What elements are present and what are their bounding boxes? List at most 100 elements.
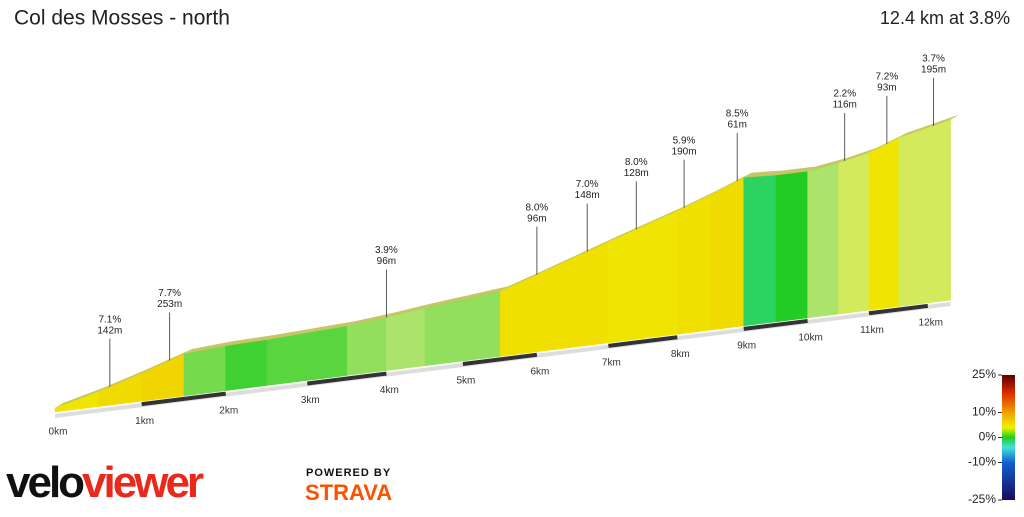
x-tick-label: 2km [219, 405, 238, 416]
annotation-length: 253m [157, 299, 182, 310]
x-tick-label: 4km [380, 385, 399, 396]
annotation-length: 142m [97, 325, 122, 336]
profile-segment [141, 353, 185, 402]
profile-segment [898, 127, 929, 307]
km-band [141, 391, 226, 407]
profile-segment [868, 137, 899, 311]
profile-segment [710, 177, 744, 331]
profile-top [462, 286, 509, 300]
x-tick-label: 8km [671, 349, 690, 360]
x-tick-label: 7km [602, 357, 621, 368]
profile-segment [98, 372, 142, 407]
x-tick-label: 0km [49, 427, 68, 438]
annotation-length: 195m [921, 64, 946, 75]
annotation-grade: 5.9% [673, 135, 696, 146]
x-tick-label: 1km [135, 416, 154, 427]
profile-segment [386, 307, 426, 371]
annotation-grade: 7.2% [875, 71, 898, 82]
logo: veloviewer [6, 458, 204, 507]
x-tick-label: 11km [860, 325, 884, 336]
x-tick-label: 6km [530, 366, 549, 377]
profile-top [386, 303, 433, 318]
km-band [868, 303, 929, 316]
x-tick-label: 3km [301, 395, 320, 406]
profile-segment [462, 290, 501, 362]
logo-viewer: viewer [82, 458, 204, 507]
annotation-length: 96m [377, 256, 396, 267]
color-scale [1002, 375, 1015, 500]
annotation-length: 190m [672, 146, 697, 157]
profile-top [184, 340, 234, 354]
profile-segment [225, 339, 268, 391]
annotation-grade: 7.1% [98, 314, 121, 325]
scale-tick-label: 10% [972, 405, 996, 419]
profile-segment [927, 119, 951, 304]
annotation-grade: 7.7% [158, 288, 181, 299]
profile-segment [307, 325, 348, 381]
annotation-grade: 7.0% [576, 179, 599, 190]
x-tick-label: 10km [798, 333, 822, 344]
profile-top [807, 157, 847, 172]
scale-tick-label: 0% [979, 430, 997, 444]
profile-top [868, 132, 907, 153]
profile-segment [642, 210, 678, 339]
profile-top [927, 114, 959, 128]
profile-top [424, 294, 471, 309]
powered-by: POWERED BY [306, 467, 391, 479]
profile-top [677, 189, 719, 211]
profile-segment [54, 391, 99, 413]
profile-top [98, 368, 150, 392]
annotation-length: 116m [833, 100, 857, 111]
profile-segment [424, 299, 464, 367]
profile-top [536, 253, 581, 275]
profile-top [141, 348, 193, 374]
profile-top [743, 170, 784, 178]
profile-top [55, 386, 107, 408]
annotation-length: 148m [575, 190, 600, 201]
km-band [307, 371, 387, 386]
profile-top [266, 327, 316, 340]
annotation-length: 128m [624, 168, 649, 179]
profile-top [643, 205, 686, 227]
profile-top [347, 312, 395, 327]
profile-top [838, 147, 877, 163]
annotation-grade: 8.0% [625, 157, 648, 168]
profile-segment [743, 175, 777, 327]
profile-segment [838, 152, 870, 315]
annotation-grade: 8.5% [726, 109, 749, 120]
profile-segment [677, 194, 712, 335]
x-tick-label: 5km [456, 376, 475, 387]
profile-top [775, 166, 816, 176]
profile-top [307, 321, 356, 333]
profile-top [710, 172, 752, 195]
strava: STRAVA [305, 480, 392, 505]
scale-tick-label: -10% [968, 455, 996, 469]
profile-segment [183, 345, 226, 397]
km-band [608, 335, 678, 348]
profile-segment [807, 162, 839, 319]
annotation-grade: 3.9% [375, 245, 398, 256]
scale-tick-label: 25% [972, 367, 996, 381]
profile-top [500, 269, 545, 292]
x-tick-label: 12km [919, 318, 943, 329]
profile-top [225, 334, 275, 346]
profile-segment [572, 241, 609, 348]
profile-segment [608, 225, 644, 344]
scale-tick-label: -25% [968, 492, 996, 506]
x-tick-label: 9km [737, 341, 756, 352]
chart-subtitle: 12.4 km at 3.8% [880, 8, 1010, 28]
profile-top [608, 221, 652, 242]
annotation-grade: 3.7% [922, 53, 945, 64]
profile-segment [266, 332, 308, 386]
profile-segment [346, 317, 387, 376]
profile-top [572, 236, 617, 259]
km-band [743, 318, 808, 331]
profile-top [898, 122, 936, 138]
annotation-length: 96m [527, 213, 546, 224]
annotation-grade: 8.0% [525, 202, 548, 213]
chart-title: Col des Mosses - north [14, 7, 230, 30]
profile-segment [775, 171, 808, 323]
km-band [462, 352, 538, 366]
